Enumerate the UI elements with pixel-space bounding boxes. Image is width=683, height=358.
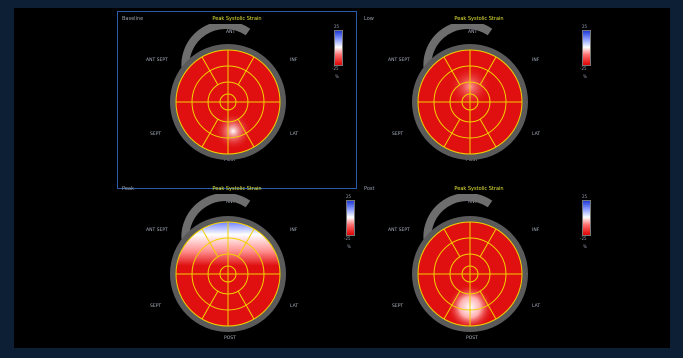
antsept-label: ANT SEPT [388, 228, 410, 233]
inf-label: INF [532, 58, 540, 63]
bullseye-panel-3[interactable]: Peak Peak Systolic Strain ANT ANT SEPT S… [118, 182, 356, 358]
sept-label: SEPT [392, 304, 404, 309]
panel-label: Low [364, 16, 374, 22]
bullseye-panel-2[interactable]: Low Peak Systolic Strain ANT ANT SEPT SE… [360, 12, 598, 188]
colorbar-max: 25 [346, 194, 352, 199]
colorbar-unit: % [583, 244, 587, 249]
sept-label: SEPT [150, 132, 162, 137]
inf-label: INF [290, 228, 298, 233]
panel-label: Baseline [122, 16, 144, 22]
ant-label: ANT [468, 200, 478, 205]
viewer-frame: Baseline Peak Systolic Strain ANT ANT SE… [14, 8, 670, 348]
lat-label: LAT [290, 304, 299, 309]
sept-label: SEPT [392, 132, 404, 137]
colorbar-max: 25 [582, 194, 588, 199]
inf-label: INF [532, 228, 540, 233]
antsept-label: ANT SEPT [146, 58, 168, 63]
colorbar-min: -25 [580, 236, 587, 241]
bullseye-panel-1[interactable]: Baseline Peak Systolic Strain ANT ANT SE… [117, 11, 357, 189]
ant-label: ANT [226, 200, 236, 205]
panel-title: Peak Systolic Strain [212, 186, 262, 192]
colorbar-min: -25 [344, 236, 351, 241]
post-label: POST [224, 336, 236, 341]
post-label: POST [466, 158, 478, 163]
sept-label: SEPT [150, 304, 162, 309]
antsept-label: ANT SEPT [388, 58, 410, 63]
strain-colorbar [346, 200, 355, 236]
lat-label: LAT [532, 132, 541, 137]
antsept-label: ANT SEPT [146, 228, 168, 233]
lat-label: LAT [290, 132, 299, 137]
colorbar-unit: % [335, 74, 339, 79]
strain-colorbar [582, 200, 591, 236]
colorbar-max: 25 [334, 24, 340, 29]
colorbar-unit: % [347, 244, 351, 249]
lat-label: LAT [532, 304, 541, 309]
colorbar-min: -25 [580, 66, 587, 71]
panel-title: Peak Systolic Strain [454, 186, 504, 192]
colorbar-unit: % [583, 74, 587, 79]
strain-colorbar [582, 30, 591, 66]
panel-label: Post [364, 186, 375, 192]
ant-label: ANT [468, 30, 478, 35]
post-label: POST [466, 336, 478, 341]
bullseye-plot [170, 194, 286, 332]
bullseye-plot [412, 194, 528, 332]
bullseye-plot [412, 24, 528, 160]
bullseye-plot [170, 24, 286, 160]
colorbar-min: -25 [332, 66, 339, 71]
panel-title: Peak Systolic Strain [212, 16, 262, 22]
strain-colorbar [334, 30, 343, 66]
bullseye-panel-4[interactable]: Post Peak Systolic Strain ANT ANT SEPT S… [360, 182, 598, 358]
post-label: POST [224, 158, 236, 163]
panel-label: Peak [122, 186, 134, 192]
panel-title: Peak Systolic Strain [454, 16, 504, 22]
colorbar-max: 25 [582, 24, 588, 29]
ant-label: ANT [226, 30, 236, 35]
inf-label: INF [290, 58, 298, 63]
